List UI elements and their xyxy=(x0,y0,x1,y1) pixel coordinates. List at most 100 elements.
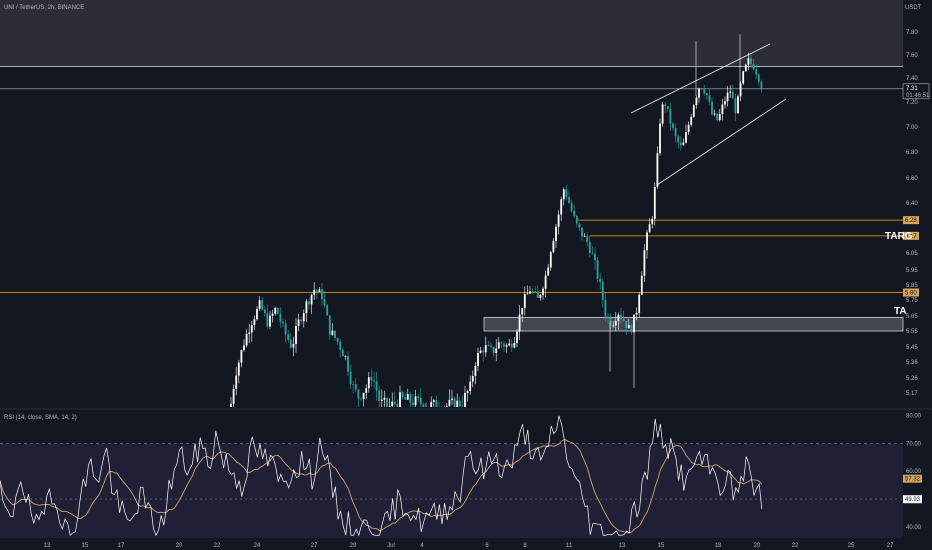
price-tick-label: 7.80 xyxy=(906,30,918,36)
candle-body xyxy=(534,291,537,293)
time-tick-label: 11 xyxy=(566,543,573,549)
price-tick-label: 6.40 xyxy=(906,201,918,207)
candle-body xyxy=(484,345,487,353)
candle-body xyxy=(750,58,752,64)
price-tick-label: 7.20 xyxy=(906,100,918,106)
candle-body xyxy=(544,275,547,289)
candle-body xyxy=(269,315,271,327)
candle-body xyxy=(731,91,734,99)
price-tick-label: 7.60 xyxy=(906,53,918,59)
candle-body xyxy=(258,300,261,309)
candle-body xyxy=(266,313,269,327)
time-tick-label: 22 xyxy=(792,543,799,549)
rsi-pane xyxy=(0,410,903,538)
candle-body xyxy=(744,64,747,72)
candle-body xyxy=(360,398,362,400)
candle-body xyxy=(365,388,368,393)
candle-body xyxy=(393,401,396,404)
demand-zone[interactable] xyxy=(483,317,904,332)
candle-body xyxy=(757,74,760,82)
rsi-value-label: 49.93 xyxy=(905,497,921,503)
candle-body xyxy=(526,293,529,295)
candle-body xyxy=(718,113,721,121)
candle-body xyxy=(495,348,498,353)
candle-body xyxy=(575,216,578,224)
candle-body xyxy=(414,396,417,406)
candle-body xyxy=(739,83,742,97)
candle-body xyxy=(547,267,550,276)
candle-body xyxy=(331,330,334,335)
candle-body xyxy=(391,401,394,407)
level-tag-label: 6.17 xyxy=(905,234,917,240)
candle-body xyxy=(503,343,505,347)
candle-body xyxy=(630,325,633,333)
channel-lower-line[interactable] xyxy=(656,98,787,186)
candle-body xyxy=(500,342,503,344)
candle-body xyxy=(570,202,573,211)
candle-body xyxy=(248,332,251,334)
candle-body xyxy=(292,343,295,348)
candle-body xyxy=(599,278,602,282)
time-tick-label: 20 xyxy=(754,543,761,549)
candle-body xyxy=(555,226,557,241)
candle-body xyxy=(679,142,682,146)
candle-body xyxy=(755,69,758,75)
candle-body xyxy=(604,299,607,317)
candle-body xyxy=(357,389,360,399)
candle-body xyxy=(466,391,469,393)
candle-body xyxy=(362,392,365,400)
candle-body xyxy=(263,309,266,314)
candle-body xyxy=(549,252,552,268)
rsi-title: RSI (14, close, SMA, 14, 2) xyxy=(4,415,77,421)
supply-zone[interactable] xyxy=(0,0,903,67)
candle-body xyxy=(510,343,513,348)
price-tick-label: 5.17 xyxy=(906,391,918,397)
candle-body xyxy=(760,81,763,90)
candle-body xyxy=(698,88,700,98)
candle-body xyxy=(729,91,732,93)
candle-body xyxy=(344,355,347,357)
candle-body xyxy=(302,313,305,322)
time-tick-label: 17 xyxy=(118,543,125,549)
candle-body xyxy=(243,345,245,351)
candle-body xyxy=(341,349,344,357)
candle-body xyxy=(432,400,435,402)
candle-body xyxy=(643,250,646,276)
candle-body xyxy=(271,313,274,316)
candle-body xyxy=(240,350,243,363)
candle-body xyxy=(568,197,570,203)
candle-body xyxy=(737,96,739,114)
candle-body xyxy=(705,93,708,96)
candle-body xyxy=(752,63,755,70)
candle-body xyxy=(453,398,456,407)
time-tick-label: 8 xyxy=(523,543,527,549)
rising-channel[interactable] xyxy=(630,43,787,186)
time-axis xyxy=(0,538,932,550)
candle-body xyxy=(536,291,539,298)
price-tick-label: 5.65 xyxy=(906,314,918,320)
candle-body xyxy=(713,113,716,115)
candle-body xyxy=(469,381,472,392)
candle-body xyxy=(664,104,667,106)
candle-body xyxy=(573,210,576,217)
candle-body xyxy=(588,241,591,253)
target-annotation: TARG xyxy=(885,231,913,242)
candle-body xyxy=(399,392,401,407)
candle-body xyxy=(352,384,355,385)
candle-body xyxy=(321,289,323,300)
candle-body xyxy=(482,350,485,353)
candle-body xyxy=(703,88,706,94)
candle-body xyxy=(336,338,339,342)
price-tick-label: 7.00 xyxy=(906,125,918,131)
level-tag-label: 5.80 xyxy=(905,291,917,297)
bar-countdown: 01:46:51 xyxy=(906,93,930,99)
candle-body xyxy=(419,398,422,405)
level-tag-label: 6.28 xyxy=(905,218,917,224)
rsi-tick-label: 60.00 xyxy=(906,469,922,475)
candle-body xyxy=(594,253,596,261)
candle-body xyxy=(300,319,303,322)
candle-body xyxy=(508,343,511,346)
candle-body xyxy=(747,58,750,65)
price-tick-label: 5.45 xyxy=(906,345,918,351)
channel-upper-line[interactable] xyxy=(630,43,771,114)
